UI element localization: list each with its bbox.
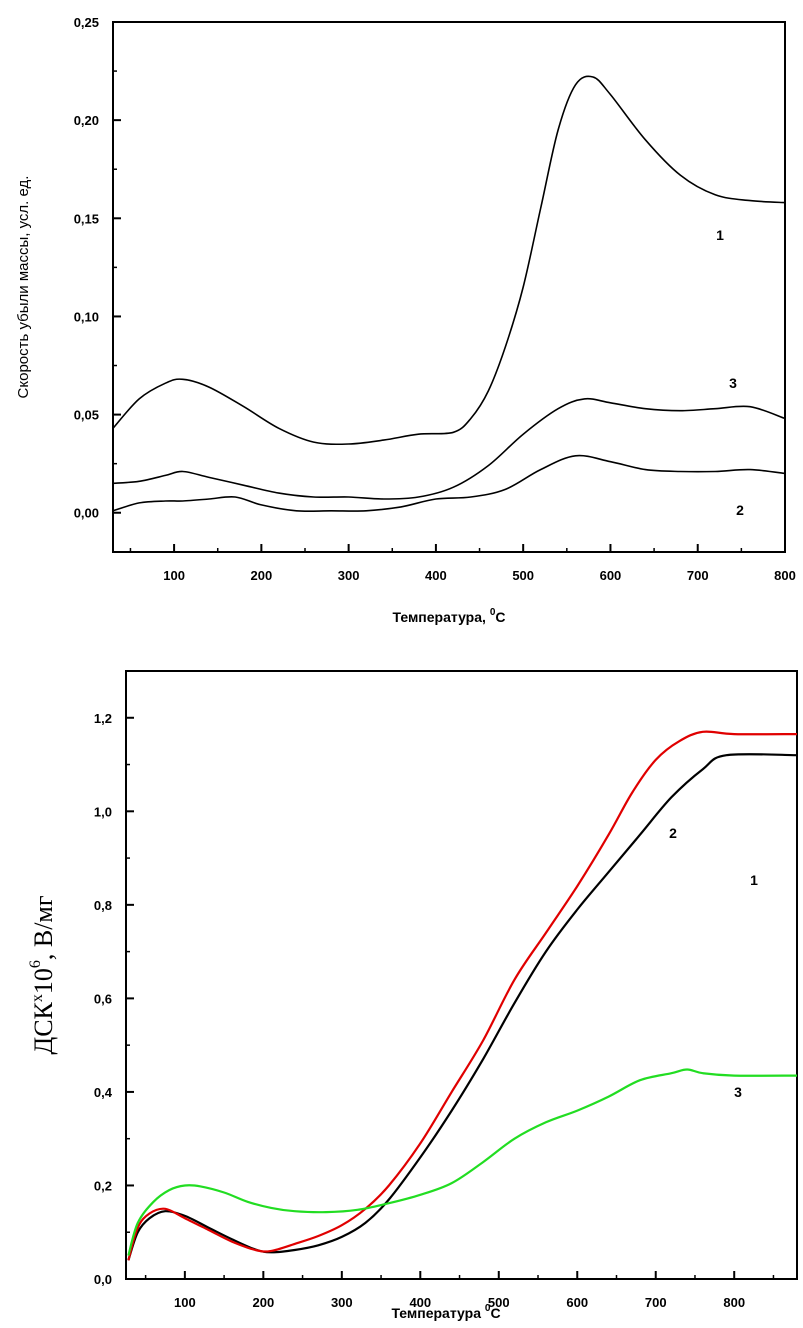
y-tick-label: 1,2 [94,711,112,726]
x-tick-label: 700 [687,568,709,583]
curve-label-1: 1 [716,227,724,243]
y-tick-label: 0,2 [94,1178,112,1193]
chart-dsc: 0,0 0,2 0,4 0,6 0,8 1,0 1,2 100 200 300 400 500 600… [27,670,798,1321]
series-1-line [127,753,798,1261]
y-tick-label: 0,00 [74,506,99,521]
curve-labels: 1 2 3 [669,825,758,1100]
y-tick-label: 0,05 [74,408,99,423]
series-group [127,730,798,1261]
series-2-line [127,730,798,1261]
y-tick-label: 0,25 [74,15,99,30]
y-axis-title: ДСКx106, В/мг [27,895,58,1054]
x-tick-label: 800 [774,568,796,583]
curve-label-2: 2 [736,502,744,518]
y-axis-title: Скорость убыли массы, усл. ед. [15,176,32,399]
y-axis-ticks: 0,0 0,2 0,4 0,6 0,8 1,0 1,2 [94,711,134,1287]
y-tick-label: 0,8 [94,898,112,913]
chart-mass-loss-rate: 0,00 0,05 0,10 0,15 0,20 0,25 100 200 300 400 500… [15,15,796,625]
y-tick-label: 0,15 [74,211,99,226]
y-tick-label: 0,6 [94,991,112,1006]
x-tick-label: 500 [488,1295,510,1310]
y-tick-label: 0,0 [94,1272,112,1287]
x-tick-label: 400 [425,568,447,583]
series-group [112,75,786,513]
series-3-line [127,1068,798,1256]
series-2-line [112,454,786,513]
y-axis-ticks: 0,00 0,05 0,10 0,15 0,20 0,25 [74,15,121,521]
curve-label-2: 2 [669,825,677,841]
plot-frame [125,670,798,1280]
x-tick-label: 600 [600,568,622,583]
curve-label-3: 3 [734,1084,742,1100]
x-axis-title: Температура, 0C [392,607,505,625]
x-tick-label: 600 [566,1295,588,1310]
curve-label-3: 3 [729,375,737,391]
y-tick-label: 0,10 [74,309,99,324]
plot-frame [112,21,786,553]
x-tick-label: 300 [331,1295,353,1310]
curve-labels: 1 2 3 [716,227,744,518]
x-tick-label: 200 [251,568,273,583]
x-tick-label: 100 [163,568,185,583]
y-tick-label: 0,4 [94,1085,113,1100]
x-tick-label: 500 [512,568,534,583]
x-axis-title: Температура 0C [391,1303,500,1321]
curve-label-1: 1 [750,872,758,888]
series-1-line [112,75,786,446]
x-axis-ticks: 100 200 300 400 500 600 700 800 [144,1271,775,1310]
y-tick-label: 0,20 [74,113,99,128]
x-tick-label: 100 [174,1295,196,1310]
x-tick-label: 200 [252,1295,274,1310]
x-tick-label: 300 [338,568,360,583]
series-3-line [112,397,786,500]
x-axis-ticks: 100 200 300 400 500 600 700 800 [129,544,796,583]
x-tick-label: 700 [645,1295,667,1310]
y-tick-label: 1,0 [94,804,112,819]
x-tick-label: 400 [409,1295,431,1310]
x-tick-label: 800 [723,1295,745,1310]
